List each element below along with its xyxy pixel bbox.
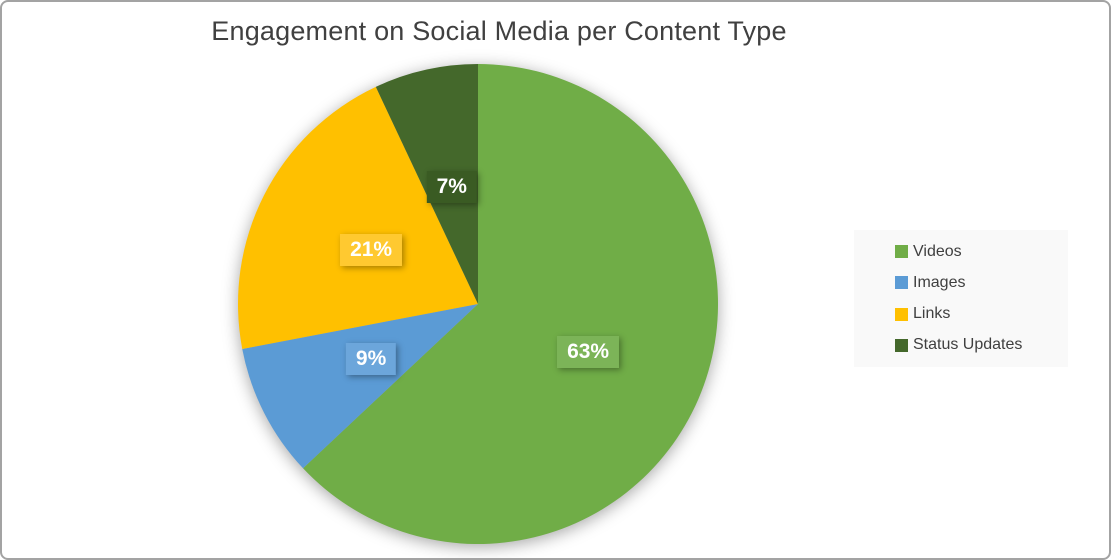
legend: Videos Images Links Status Updates: [854, 230, 1068, 367]
legend-swatch-links: [895, 307, 908, 321]
pie-group: [237, 64, 719, 544]
pie-slice-videos[interactable]: [303, 64, 719, 544]
legend-label-videos: Videos: [913, 242, 962, 260]
legend-item-images[interactable]: Images: [895, 274, 1068, 292]
data-label-videos: 63%: [557, 335, 620, 368]
legend-item-videos[interactable]: Videos: [895, 243, 1068, 261]
pie-slice-links[interactable]: [237, 86, 478, 349]
data-label-status-updates: 7%: [426, 170, 477, 203]
legend-item-status-updates[interactable]: Status Updates: [895, 336, 1068, 354]
pie-slice-images[interactable]: [242, 304, 478, 469]
legend-swatch-videos: [895, 245, 908, 259]
data-label-links: 21%: [340, 233, 403, 266]
data-label-images: 9%: [345, 342, 397, 375]
legend-swatch-images: [895, 276, 908, 290]
chart-title: Engagement on Social Media per Content T…: [211, 16, 787, 46]
legend-label-status-updates: Status Updates: [913, 336, 1023, 354]
legend-label-links: Links: [913, 305, 951, 323]
legend-label-images: Images: [913, 273, 966, 291]
legend-item-links[interactable]: Links: [895, 305, 1068, 323]
legend-swatch-status-updates: [895, 338, 908, 352]
